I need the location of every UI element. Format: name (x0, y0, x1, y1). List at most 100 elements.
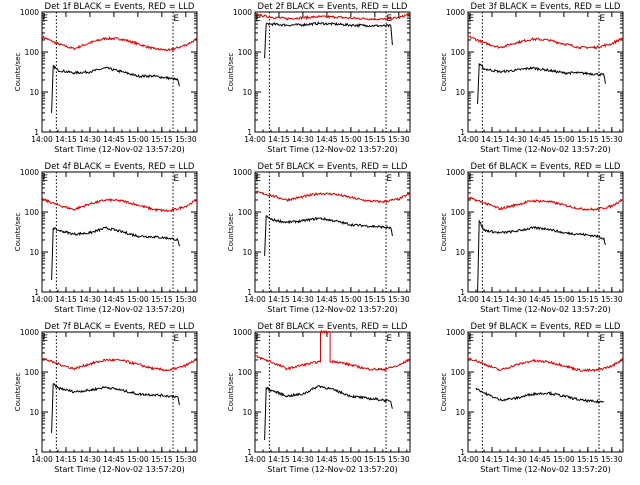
y-tick-label: 1000 (233, 168, 252, 177)
y-tick-label: 1 (247, 448, 252, 457)
series-line-events (51, 226, 180, 281)
x-tick-label: 14:00 (244, 295, 266, 304)
y-axis-title: Counts/sec (440, 373, 448, 412)
x-tick-label: 14:30 (505, 455, 527, 464)
x-tick-label: 14:15 (55, 135, 77, 144)
y-axis-title: Counts/sec (440, 213, 448, 252)
x-tick-label: 14:00 (31, 455, 53, 464)
interval-marker-E: E (255, 334, 261, 344)
x-tick-label: 14:00 (457, 295, 479, 304)
x-tick-label: 14:00 (244, 135, 266, 144)
x-tick-label: 15:30 (175, 135, 197, 144)
x-tick-label: 14:30 (505, 135, 527, 144)
x-tick-label: 14:00 (31, 295, 53, 304)
x-axis-title: Start Time (12-Nov-02 13:57:20) (54, 465, 184, 474)
x-tick-label: 15:30 (601, 295, 623, 304)
series-line-events (51, 382, 180, 433)
y-tick-label: 1 (247, 288, 252, 297)
interval-marker-E: E (173, 334, 179, 344)
panel-title: Det 2f BLACK = Events, RED = LLD (258, 2, 408, 12)
plot-frame (467, 11, 624, 133)
plot-frame (41, 171, 198, 293)
plot-frame (254, 171, 411, 293)
y-tick-label: 1 (34, 448, 39, 457)
x-tick-label: 15:00 (340, 135, 362, 144)
y-tick-label: 1 (460, 288, 465, 297)
x-tick-label: 14:00 (244, 455, 266, 464)
x-tick-label: 15:30 (601, 455, 623, 464)
x-tick-label: 14:15 (268, 135, 290, 144)
y-tick-label: 1000 (446, 328, 465, 337)
x-tick-label: 14:30 (79, 455, 101, 464)
interval-marker-E: E (468, 174, 474, 184)
y-axis-title: Counts/sec (14, 53, 22, 92)
chart-panel-3: Det 3f BLACK = Events, RED = LLD 1 10 100 10… (440, 2, 624, 154)
series-line-lld (41, 358, 198, 372)
interval-marker-E: E (599, 334, 605, 344)
panel-title: Det 7f BLACK = Events, RED = LLD (45, 322, 195, 332)
x-tick-label: 14:15 (268, 455, 290, 464)
x-axis-title: Start Time (12-Nov-02 13:57:20) (267, 305, 397, 314)
x-tick-label: 14:00 (457, 135, 479, 144)
x-tick-label: 15:30 (388, 455, 410, 464)
x-tick-label: 15:15 (577, 135, 599, 144)
plot-frame (41, 11, 198, 133)
y-tick-label: 100 (25, 368, 40, 377)
x-tick-label: 15:00 (127, 295, 149, 304)
series-line-events (264, 21, 393, 59)
chart-panel-2: Det 2f BLACK = Events, RED = LLD 1 10 100 10… (227, 2, 411, 154)
series-line-lld (41, 197, 198, 213)
y-axis-title: Counts/sec (227, 373, 235, 412)
y-tick-label: 10 (242, 88, 252, 97)
y-tick-label: 1000 (20, 168, 39, 177)
x-tick-label: 14:00 (457, 455, 479, 464)
chart-panel-9: Det 9f BLACK = Events, RED = LLD 1 10 100 10… (440, 322, 624, 474)
x-tick-label: 14:30 (79, 135, 101, 144)
panel-title: Det 9f BLACK = Events, RED = LLD (471, 322, 621, 332)
y-tick-label: 10 (29, 88, 39, 97)
panel-title: Det 8f BLACK = Events, RED = LLD (258, 322, 408, 332)
series-line-lld (467, 196, 624, 212)
series-line-lld (467, 35, 624, 50)
interval-marker-E: E (599, 14, 605, 24)
x-tick-label: 15:00 (340, 295, 362, 304)
x-tick-label: 15:15 (151, 455, 173, 464)
chart-panel-8: Det 8f BLACK = Events, RED = LLD 1 10 100 10… (227, 322, 411, 474)
chart-panel-7: Det 7f BLACK = Events, RED = LLD 1 10 100 10… (14, 322, 198, 474)
y-tick-label: 100 (238, 48, 253, 57)
interval-marker-E: E (468, 334, 474, 344)
plot-frame (467, 171, 624, 293)
y-tick-label: 1000 (446, 8, 465, 17)
y-tick-label: 100 (451, 208, 466, 217)
series-line-lld (254, 329, 411, 372)
y-tick-label: 100 (25, 48, 40, 57)
y-tick-label: 100 (238, 208, 253, 217)
y-tick-label: 1 (34, 288, 39, 297)
x-tick-label: 15:00 (553, 455, 575, 464)
x-tick-label: 14:15 (481, 295, 503, 304)
y-tick-label: 100 (451, 368, 466, 377)
y-tick-label: 1000 (233, 328, 252, 337)
panel-title: Det 1f BLACK = Events, RED = LLD (45, 2, 195, 12)
x-tick-label: 15:15 (364, 455, 386, 464)
plot-frame (254, 331, 411, 453)
y-tick-label: 10 (455, 88, 465, 97)
x-tick-label: 15:30 (175, 455, 197, 464)
x-tick-label: 15:15 (151, 295, 173, 304)
x-axis-title: Start Time (12-Nov-02 13:57:20) (267, 145, 397, 154)
x-tick-label: 15:00 (127, 135, 149, 144)
interval-marker-E: E (255, 14, 261, 24)
y-tick-label: 10 (29, 408, 39, 417)
y-axis-title: Counts/sec (227, 213, 235, 252)
plot-frame (254, 11, 411, 133)
series-line-lld (254, 190, 411, 204)
x-tick-label: 14:45 (103, 455, 125, 464)
series-line-events (477, 62, 606, 105)
y-tick-label: 1 (34, 128, 39, 137)
y-tick-label: 100 (25, 208, 40, 217)
x-tick-label: 15:15 (151, 135, 173, 144)
x-tick-label: 14:30 (292, 295, 314, 304)
chart-panel-6: Det 6f BLACK = Events, RED = LLD 1 10 100 10… (440, 162, 624, 314)
y-tick-label: 10 (242, 248, 252, 257)
